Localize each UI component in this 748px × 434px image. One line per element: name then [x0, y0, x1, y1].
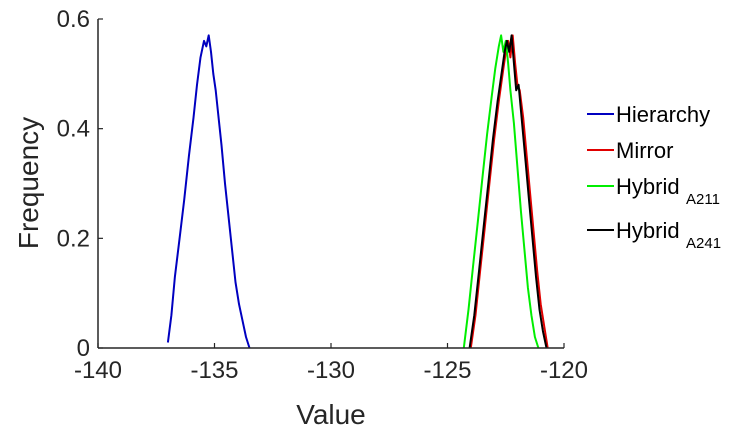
legend-subscript-2: A211: [686, 191, 720, 208]
x-tick-label: -140: [74, 357, 122, 384]
x-tick-label: -125: [423, 357, 471, 384]
series-line-3: [468, 34, 548, 349]
y-axis-title: Frequency: [13, 117, 44, 249]
y-tick-label: 0.2: [57, 225, 90, 252]
plot-lines: [166, 34, 549, 349]
x-tick-label: -120: [540, 357, 588, 384]
legend-subscript-3: A241: [686, 235, 721, 252]
x-axis-title: Value: [296, 399, 366, 430]
series-line-0: [166, 34, 251, 349]
x-tick-label: -135: [190, 357, 238, 384]
series-line-1: [469, 34, 549, 349]
legend-label-1: Mirror: [616, 138, 673, 163]
y-tick-label: 0.6: [57, 6, 90, 33]
axes: [97, 19, 564, 349]
y-tick-label: 0.4: [57, 116, 90, 143]
x-tick-label: -130: [307, 357, 355, 384]
legend-label-2: Hybrid: [616, 174, 680, 199]
series-line-2: [462, 34, 540, 349]
legend-label-0: Hierarchy: [616, 102, 710, 127]
legend-label-3: Hybrid: [616, 218, 680, 243]
legend: Hierarchy Mirror Hybrid A211 Hybrid A241: [587, 102, 721, 252]
ticks: -140 -135 -130 -125 -120 0 0.2 0.4 0.6: [57, 6, 588, 384]
y-tick-label: 0: [77, 335, 90, 362]
